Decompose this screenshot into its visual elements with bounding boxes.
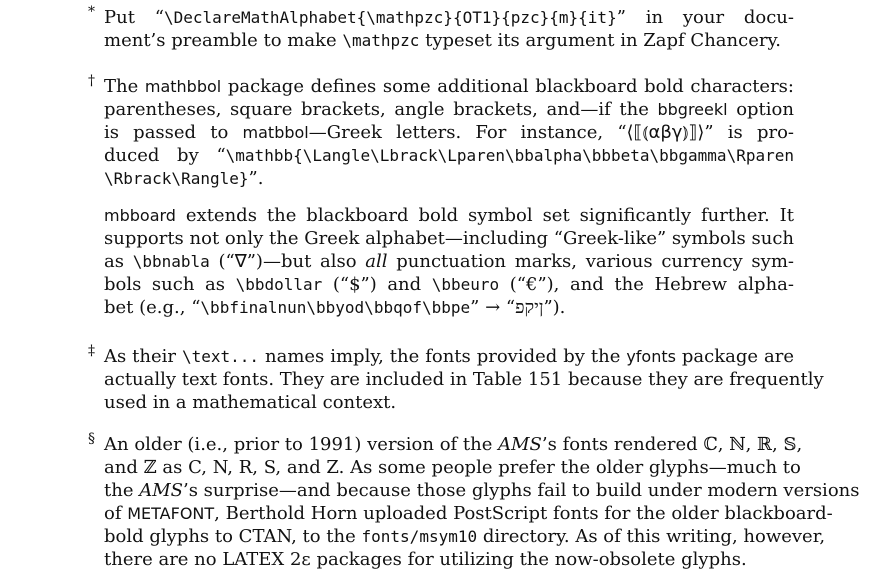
text-line: of METAFONT, Berthold Horn uploaded Post… bbox=[104, 502, 833, 525]
text-line: bols such as \bbdollar (“$”) and \bbeuro… bbox=[104, 273, 794, 296]
text-run: parentheses, square brackets, angle brac… bbox=[104, 99, 658, 120]
footnote-body: An older (i.e., prior to 1991) version o… bbox=[104, 433, 859, 571]
footnote-mark: * bbox=[88, 4, 95, 20]
text-run: package are bbox=[675, 346, 794, 367]
text-run: ⟨⟦⦅αβγ⦆⟧⟩ bbox=[626, 122, 705, 143]
text-run: ” is pro- bbox=[704, 122, 795, 143]
footnote-mark: § bbox=[88, 431, 95, 447]
text-run: , Berthold Horn uploaded PostScript font… bbox=[214, 503, 833, 524]
footnote-body: As their \text... names imply, the fonts… bbox=[104, 345, 824, 414]
text-run: (“ bbox=[209, 251, 235, 272]
text-run: option bbox=[727, 99, 794, 120]
paragraph-gap bbox=[104, 190, 794, 204]
code-text: \mathbb{\Langle\Lbrack\Lparen\bbalpha\bb… bbox=[225, 146, 794, 165]
text-line: mbboard extends the blackboard bold symb… bbox=[104, 204, 794, 227]
text-line: supports not only the Greek alphabet—inc… bbox=[104, 227, 794, 250]
text-line: and ℤ as C, N, R, S, and Z. As some peop… bbox=[104, 456, 801, 479]
code-text: \bbnabla bbox=[132, 252, 210, 271]
text-run: and ℤ as C, N, R, S, and Z. As some peop… bbox=[104, 457, 801, 478]
text-run: ’s surprise—and because those glyphs fai… bbox=[182, 480, 860, 501]
text-line: The mathbbol package defines some additi… bbox=[104, 75, 794, 98]
text-run: there are no LATEX 2ε packages for utili… bbox=[104, 549, 747, 570]
text-run: AMS bbox=[139, 480, 183, 501]
text-run: typeset its argument in Zapf Chancery. bbox=[419, 30, 781, 51]
code-text: \Rbrack\Rangle} bbox=[104, 169, 249, 188]
text-run: the bbox=[104, 480, 140, 501]
code-text: \bbdollar bbox=[235, 275, 323, 294]
package-name: matbbol bbox=[242, 123, 309, 142]
text-run: As their bbox=[104, 346, 182, 367]
text-line: An older (i.e., prior to 1991) version o… bbox=[104, 433, 802, 456]
text-run: ment’s preamble to make bbox=[104, 30, 343, 51]
code-text: \mathpzc bbox=[342, 31, 420, 50]
text-run: of bbox=[104, 503, 128, 524]
package-name: mbboard bbox=[104, 206, 176, 225]
package-name: mathbbol bbox=[144, 77, 222, 96]
text-run: The bbox=[104, 76, 145, 97]
text-line: parentheses, square brackets, angle brac… bbox=[104, 98, 794, 121]
footnote-dagger: † The mathbbol package defines some addi… bbox=[88, 73, 794, 319]
text-run: ” in your docu- bbox=[616, 7, 794, 28]
text-run: An older (i.e., prior to 1991) version o… bbox=[104, 434, 499, 455]
footnote-double-dagger: ‡ As their \text... names imply, the fon… bbox=[88, 343, 824, 414]
footnote-body: Put “\DeclareMathAlphabet{\mathpzc}{OT1}… bbox=[104, 6, 794, 52]
text-run: actually text fonts. They are included i… bbox=[104, 369, 824, 390]
text-line: actually text fonts. They are included i… bbox=[104, 368, 824, 391]
text-run: package defines some additional blackboa… bbox=[221, 76, 794, 97]
text-run: directory. As of this writing, however, bbox=[477, 526, 826, 547]
text-run: as bbox=[104, 251, 133, 272]
text-run: bet (e.g., “ bbox=[104, 297, 201, 318]
text-run: bold glyphs to CTAN, to the bbox=[104, 526, 362, 547]
text-run: ”)—but also bbox=[246, 251, 366, 272]
code-text: \text... bbox=[181, 347, 260, 366]
package-name: yfonts bbox=[626, 347, 676, 366]
text-run: —Greek letters. For instance, “ bbox=[308, 122, 627, 143]
text-line: as \bbnabla (“∇”)—but also all punctuati… bbox=[104, 250, 794, 273]
text-line: is passed to matbbol—Greek letters. For … bbox=[104, 121, 794, 144]
text-run: names imply, the fonts provided by the bbox=[259, 346, 627, 367]
footnote-mark: † bbox=[88, 73, 95, 89]
text-run: all bbox=[365, 251, 388, 272]
text-line: As their \text... names imply, the fonts… bbox=[104, 345, 794, 368]
text-run: duced by “ bbox=[104, 145, 226, 166]
text-run: is passed to bbox=[104, 122, 243, 143]
text-line: used in a mathematical context. bbox=[104, 391, 794, 414]
footnote-asterisk: * Put “\DeclareMathAlphabet{\mathpzc}{OT… bbox=[88, 4, 794, 52]
text-line: ment’s preamble to make \mathpzc typeset… bbox=[104, 29, 794, 52]
text-run: AMS bbox=[498, 434, 542, 455]
text-run: supports not only the Greek alphabet—inc… bbox=[104, 228, 794, 249]
text-run: ’s fonts rendered ℂ, ℕ, ℝ, 𝕊, bbox=[541, 434, 803, 455]
code-text: \bbeuro bbox=[431, 275, 500, 294]
text-line: duced by “\mathbb{\Langle\Lbrack\Lparen\… bbox=[104, 144, 794, 167]
text-run: ”. bbox=[248, 168, 264, 189]
footnote-section: § An older (i.e., prior to 1991) version… bbox=[88, 431, 859, 571]
text-line: bet (e.g., “\bbfinalnun\bbyod\bbqof\bbpe… bbox=[104, 296, 794, 319]
code-text: fonts/msym10 bbox=[361, 527, 478, 546]
text-line: Put “\DeclareMathAlphabet{\mathpzc}{OT1}… bbox=[104, 6, 794, 29]
text-run: Put “ bbox=[104, 7, 164, 28]
package-name: METAFONT bbox=[127, 504, 215, 523]
code-text: \bbfinalnun\bbyod\bbqof\bbpe bbox=[200, 298, 471, 317]
footnote-body: The mathbbol package defines some additi… bbox=[104, 75, 794, 190]
text-run: ” → “ןיקפ”). bbox=[470, 297, 566, 318]
code-text: \DeclareMathAlphabet{\mathpzc}{OT1}{pzc}… bbox=[163, 8, 617, 27]
text-run: punctuation marks, various currency sym- bbox=[387, 251, 794, 272]
text-run: extends the blackboard bold symbol set s… bbox=[175, 205, 794, 226]
text-run: bols such as bbox=[104, 274, 236, 295]
text-run: used in a mathematical context. bbox=[104, 392, 397, 413]
text-line: there are no LATEX 2ε packages for utili… bbox=[104, 548, 794, 571]
text-run: (“€”), and the Hebrew alpha- bbox=[499, 274, 794, 295]
text-run: (“$”) and bbox=[322, 274, 432, 295]
package-name: bbgreekl bbox=[657, 100, 728, 119]
footnote-body-continued: mbboard extends the blackboard bold symb… bbox=[104, 204, 794, 319]
text-line: \Rbrack\Rangle}”. bbox=[104, 167, 794, 190]
text-line: the AMS’s surprise—and because those gly… bbox=[104, 479, 859, 502]
text-line: bold glyphs to CTAN, to the fonts/msym10… bbox=[104, 525, 825, 548]
footnote-mark: ‡ bbox=[88, 343, 95, 359]
text-run: ∇ bbox=[234, 251, 247, 272]
